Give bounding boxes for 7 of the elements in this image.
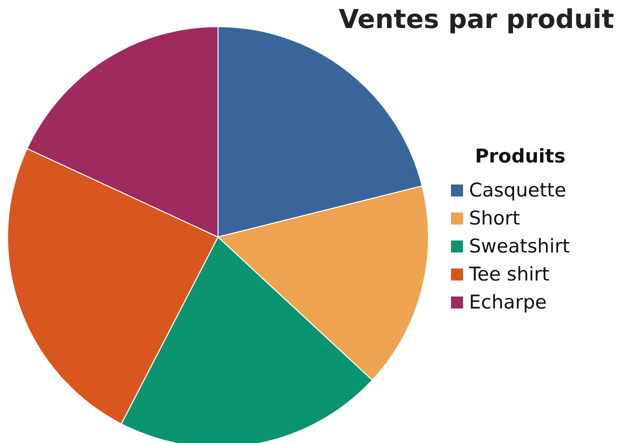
legend-label: Short <box>469 208 520 230</box>
legend-title: Produits <box>475 146 566 168</box>
legend-label: Casquette <box>469 180 566 202</box>
legend-label: Sweatshirt <box>469 236 570 258</box>
legend-label: Tee shirt <box>468 264 550 286</box>
chart-title: Ventes par produit <box>338 5 614 35</box>
legend-label: Echarpe <box>469 292 547 314</box>
